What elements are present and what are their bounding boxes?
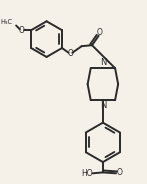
Text: O: O [117,168,123,177]
Text: N: N [100,58,106,67]
Text: N: N [100,101,106,110]
Text: O: O [67,49,73,58]
Text: H₃C: H₃C [0,19,12,25]
Text: HO: HO [81,169,93,178]
Text: O: O [97,28,102,37]
Text: O: O [19,26,25,35]
